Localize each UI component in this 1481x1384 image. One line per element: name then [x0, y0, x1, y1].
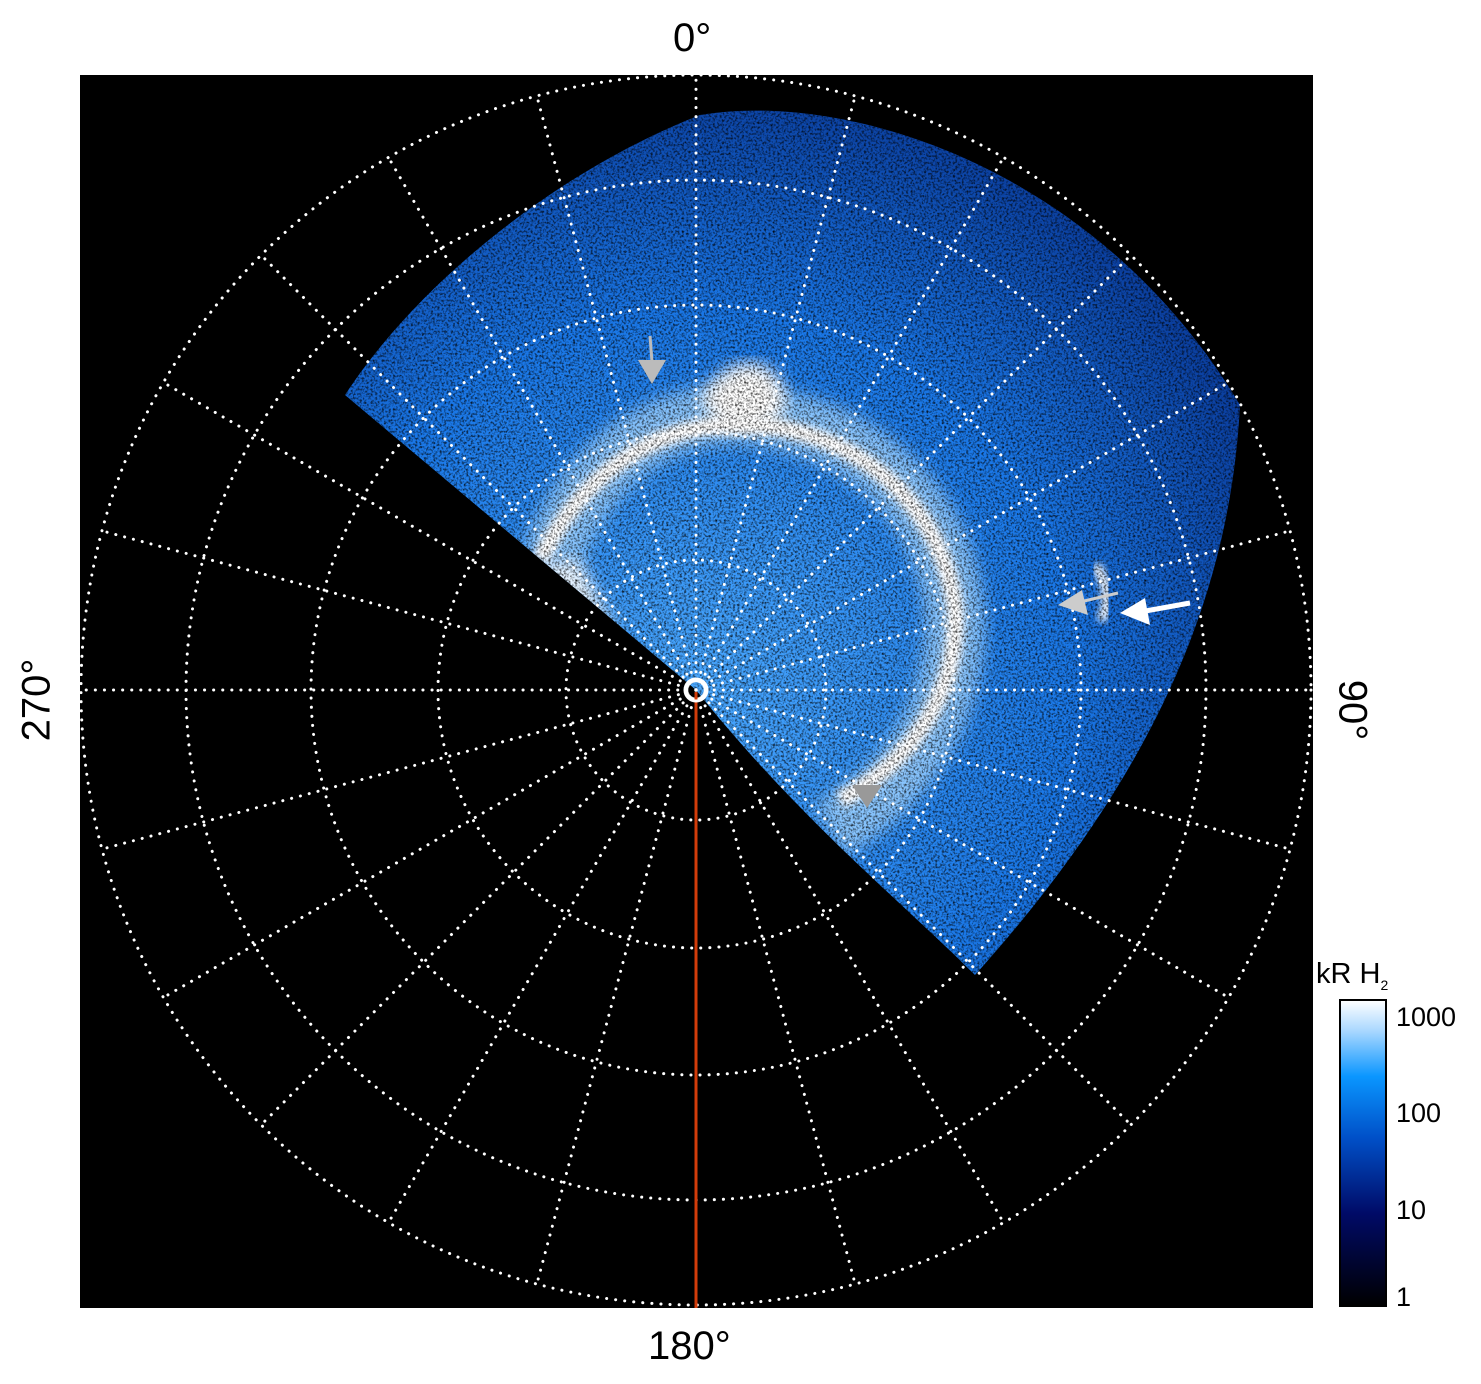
annotation-arrow-top [638, 335, 666, 384]
colorbar-tick: 1000 [1396, 1002, 1457, 1032]
annotation-triangle [852, 785, 882, 808]
colorbar-tick: 100 [1396, 1098, 1442, 1128]
colorbar-label: kR H [1316, 958, 1381, 990]
annotation-arrow-grey-right [1058, 590, 1119, 615]
angle-label-270: 270° [14, 658, 59, 742]
grid-ring [436, 430, 956, 950]
angle-label-90: 90° [1330, 679, 1375, 741]
colorbar-title: kR H2 [1316, 958, 1388, 993]
angle-label-0: 0° [673, 16, 712, 60]
colorbar-label-subscript: 2 [1380, 976, 1389, 993]
colorbar [1339, 999, 1387, 1307]
colorbar-tick: 1 [1396, 1282, 1412, 1312]
angle-label-180: 180° [648, 1324, 731, 1368]
pole-marker [683, 677, 709, 703]
grid-ring [564, 558, 828, 822]
annotation-arrow-white-right [1120, 598, 1191, 625]
grid-ring [309, 303, 1083, 1077]
colorbar-tick: 10 [1396, 1195, 1427, 1225]
